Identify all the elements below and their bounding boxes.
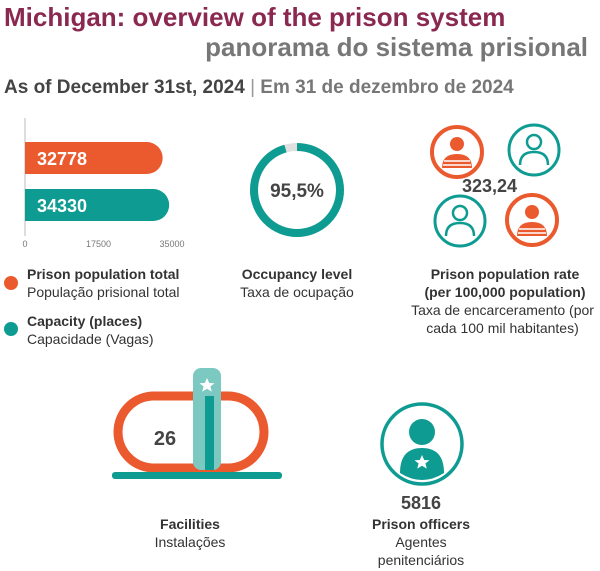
facilities-value: 26: [154, 428, 176, 450]
x-tick-label: 35000: [159, 239, 184, 249]
person-icon: [433, 194, 487, 248]
bar-chart: 32778 34330 0 17500 35000: [22, 118, 185, 249]
facilities-label-en: Facilities: [160, 516, 220, 532]
bar: [25, 189, 170, 221]
legend-capacity-en: Capacity (places): [27, 313, 143, 329]
occupancy-label-pt: Taxa de ocupação: [240, 284, 354, 300]
prison-officer-icon: [380, 402, 464, 486]
legend-swatch-population: [4, 276, 18, 290]
bar-value-label: 32778: [37, 149, 87, 169]
rate-label-pt-1: Taxa de encarceramento (por: [411, 302, 594, 318]
facility-track: [113, 391, 269, 473]
legend-capacity-pt: Capacidade (Vagas): [27, 331, 154, 347]
occupancy-donut: 95,5%: [250, 143, 344, 237]
x-tick-label: 0: [22, 239, 27, 249]
facilities-icon: 26: [112, 368, 282, 479]
rate-icons: [430, 123, 561, 248]
facility-base: [112, 472, 282, 479]
legend-population-pt: População prisional total: [27, 284, 180, 300]
date-en: As of December 31st, 2024: [4, 77, 245, 98]
person-icon: [505, 193, 559, 247]
donut-arc: [250, 143, 344, 237]
officers-label-pt-1: Agentes: [395, 534, 447, 550]
officers-label-pt-2: penitenciários: [377, 552, 465, 568]
legend-population-en: Prison population total: [27, 266, 180, 282]
date-pt: Em 31 de dezembro de 2024: [260, 77, 514, 98]
rate-label-en-2: (per 100,000 population): [424, 284, 586, 300]
page-subtitle: panorama do sistema prisional: [205, 32, 588, 62]
rate-label-pt-2: cada 100 mil habitantes): [426, 320, 579, 336]
x-tick-label: 17500: [86, 239, 111, 249]
occupancy-label-en: Occupancy level: [241, 266, 353, 282]
facilities-label-pt: Instalações: [154, 534, 226, 550]
legend-swatch-capacity: [4, 322, 18, 336]
bar-value-label: 34330: [37, 196, 87, 216]
rate-value: 323,24: [462, 176, 518, 196]
person-icon: [507, 123, 561, 177]
person-icon: [430, 125, 484, 179]
star-icon: [199, 378, 215, 392]
rate-label-en-1: Prison population rate: [430, 266, 580, 282]
officers-label-en: Prison officers: [371, 516, 471, 532]
date-separator: |: [250, 77, 256, 98]
date-line: As of December 31st, 2024 | Em 31 de dez…: [4, 77, 514, 99]
page-title: Michigan: overview of the prison system: [4, 2, 506, 32]
donut-value: 95,5%: [270, 181, 324, 202]
bar: [25, 142, 163, 174]
officers-value: 5816: [400, 493, 442, 513]
badge-star-icon: [414, 455, 430, 469]
